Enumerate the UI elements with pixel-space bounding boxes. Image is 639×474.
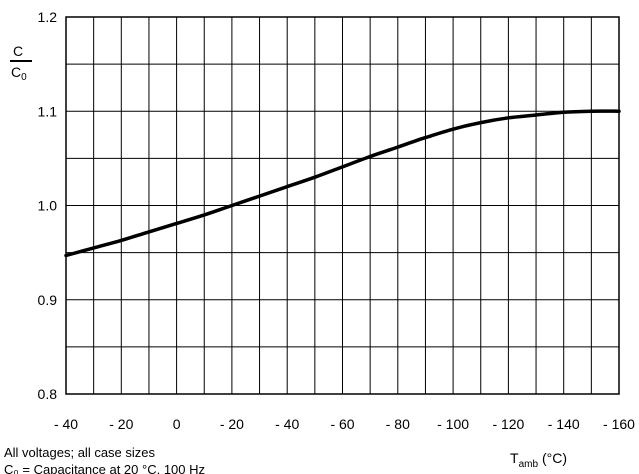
data-point: [286, 186, 288, 188]
x-tick-label: - 60: [330, 416, 354, 432]
data-point: [342, 166, 343, 168]
data-point: [314, 176, 316, 178]
grid: [66, 17, 619, 394]
x-tick-label: - 40: [54, 416, 78, 432]
data-point: [176, 222, 178, 224]
x-tick-label: - 20: [109, 416, 133, 432]
x-axis-label: Tamb (°C): [510, 450, 567, 470]
chart-note-reference: C₀ = Capacitance at 20 °C, 100 Hz: [4, 462, 205, 474]
data-point: [507, 117, 509, 119]
y-tick-label: 1.2: [38, 9, 58, 25]
data-point: [259, 195, 261, 197]
x-tick-label: - 100: [437, 416, 469, 432]
y-axis-label: C C0: [10, 43, 32, 83]
data-point: [452, 128, 454, 130]
y-axis-label-denominator: C0: [11, 64, 27, 83]
x-tick-label: 0: [173, 416, 181, 432]
y-tick-label: 0.9: [38, 292, 58, 308]
x-tick-label: - 80: [386, 416, 410, 432]
data-series: [64, 109, 621, 258]
x-tick-label: - 140: [548, 416, 580, 432]
chart-note-voltages: All voltages; all case sizes: [4, 445, 156, 460]
data-point: [231, 205, 233, 206]
y-axis-label-numerator: C: [13, 43, 23, 59]
data-point: [480, 122, 482, 124]
x-tick-label: - 160: [603, 416, 635, 432]
y-tick-label: 1.0: [38, 198, 58, 214]
data-point: [590, 110, 592, 112]
y-tick-label: 1.1: [38, 103, 58, 119]
y-tick-label: 0.8: [38, 386, 58, 402]
data-point: [148, 231, 150, 233]
data-point: [424, 137, 426, 139]
x-tick-label: - 120: [492, 416, 524, 432]
x-tick-labels: - 40 - 20 0 - 20 - 40 - 60 - 80 - 100 - 120 - 140…: [54, 416, 635, 432]
data-point: [203, 214, 205, 216]
data-point: [535, 114, 537, 116]
y-tick-labels: 0.8 0.9 1.0 1.1 1.2: [38, 9, 58, 402]
plot-frame: [65, 16, 620, 395]
data-point: [120, 239, 122, 241]
x-tick-label: - 20: [220, 416, 244, 432]
data-point: [563, 111, 565, 113]
data-point: [369, 155, 371, 157]
data-point: [397, 146, 399, 148]
data-point: [93, 247, 95, 249]
x-tick-label: - 40: [275, 416, 299, 432]
